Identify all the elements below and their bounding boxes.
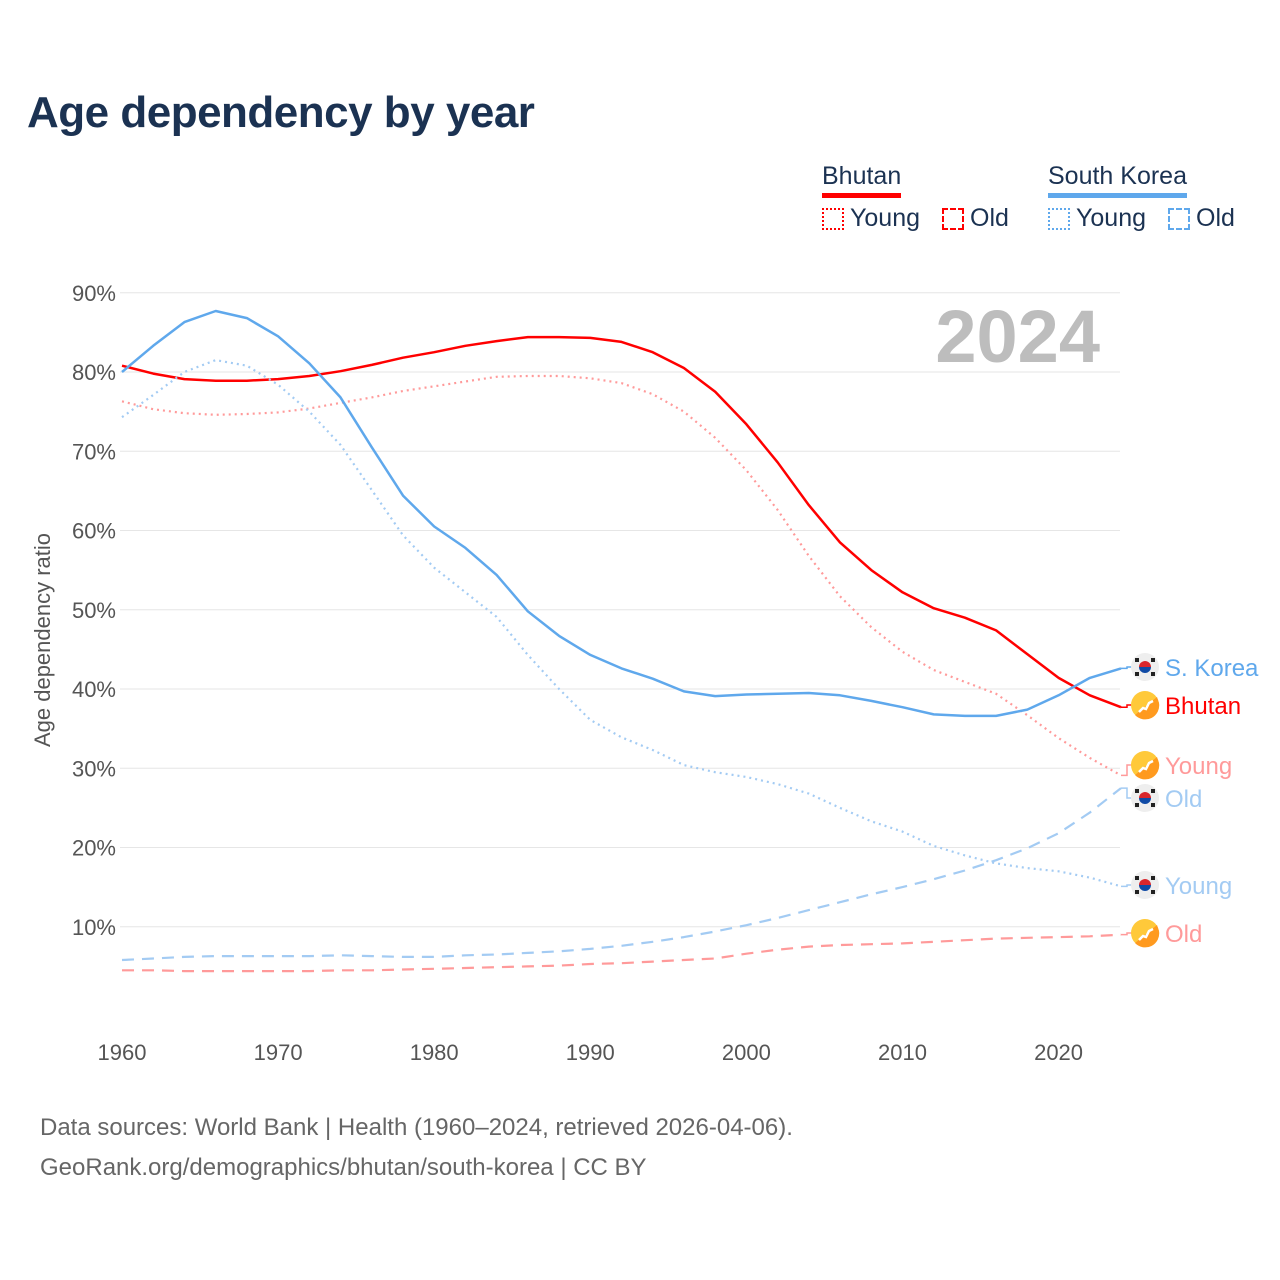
y-tick-label: 70% [72, 439, 116, 464]
korea-flag-icon [1131, 784, 1159, 812]
bhutan-flag-icon [1131, 919, 1160, 948]
dotted-swatch-icon [1048, 207, 1070, 230]
end-label: Old [1165, 786, 1202, 813]
flag-trigram [1151, 890, 1155, 894]
x-tick-label: 1970 [254, 1040, 303, 1065]
flag-blue [1139, 667, 1151, 673]
y-tick-label: 10% [72, 915, 116, 940]
end-label: S. Korea [1165, 655, 1259, 682]
legend-label: Old [970, 204, 1009, 232]
end-label: Young [1165, 753, 1232, 780]
flag-trigram [1151, 876, 1155, 880]
legend-korea-old[interactable]: Old [1168, 204, 1235, 233]
flag-dragon [1138, 759, 1154, 773]
year-watermark: 2024 [935, 295, 1100, 378]
bhutan-flag-icon [1131, 751, 1160, 780]
flag-trigram [1135, 876, 1139, 880]
flag-trigram [1135, 890, 1139, 894]
x-tick-label: 2010 [878, 1040, 927, 1065]
flag-dragon [1138, 699, 1154, 713]
end-label: Bhutan [1165, 693, 1241, 720]
series-line-south-korea [121, 309, 1122, 718]
y-tick-label: 80% [72, 360, 116, 385]
y-tick-label: 50% [72, 598, 116, 623]
label-connector [1121, 884, 1133, 888]
series-line-south-korea-young [121, 359, 1122, 888]
label-connector [1121, 704, 1133, 708]
end-label: Old [1165, 921, 1202, 948]
dotted-swatch-icon [822, 207, 844, 230]
y-tick-label: 30% [72, 756, 116, 781]
end-label: Young [1165, 873, 1232, 900]
flag-trigram [1151, 658, 1155, 662]
legend-bhutan-young[interactable]: Young [822, 204, 920, 233]
x-tick-label: 1990 [566, 1040, 615, 1065]
x-tick-label: 2000 [722, 1040, 771, 1065]
label-connector [1121, 666, 1133, 670]
flag-trigram [1151, 672, 1155, 676]
source-link[interactable]: GeoRank.org/demographics/bhutan/south-ko… [40, 1154, 647, 1181]
flag-trigram [1135, 803, 1139, 807]
flag-trigram [1135, 672, 1139, 676]
y-tick-label: 90% [72, 281, 116, 306]
dashed-swatch-icon [1168, 207, 1190, 230]
dashed-swatch-icon [942, 207, 964, 230]
flag-red [1139, 792, 1151, 798]
series-line-bhutan-young [121, 374, 1122, 777]
legend-label: Young [1076, 204, 1146, 232]
korea-flag-icon [1131, 653, 1159, 681]
flag-trigram [1135, 789, 1139, 793]
data-sources: Data sources: World Bank | Health (1960–… [40, 1114, 793, 1141]
flag-red [1139, 879, 1151, 885]
bhutan-flag-icon [1131, 691, 1160, 720]
x-tick-label: 1960 [98, 1040, 147, 1065]
legend-bhutan-old[interactable]: Old [942, 204, 1009, 233]
label-connector [1121, 764, 1133, 777]
chart-title: Age dependency by year [27, 88, 535, 137]
y-tick-label: 20% [72, 836, 116, 861]
legend-label: Young [850, 204, 920, 232]
x-tick-label: 2020 [1034, 1040, 1083, 1065]
flag-trigram [1151, 789, 1155, 793]
footer: Data sources: World Bank | Health (1960–… [40, 1108, 793, 1188]
flag-red [1139, 661, 1151, 667]
x-tick-label: 1980 [410, 1040, 459, 1065]
series-line-bhutan-old [122, 933, 1122, 973]
legend-south-korea[interactable]: South Korea [1048, 162, 1187, 198]
label-connector [1121, 787, 1133, 799]
legend-korea-young[interactable]: Young [1048, 204, 1146, 233]
flag-blue [1139, 885, 1151, 891]
flag-blue [1139, 798, 1151, 804]
series-line-south-korea-old [121, 787, 1122, 962]
y-axis-label: Age dependency ratio [30, 533, 55, 747]
flag-dragon [1138, 927, 1154, 941]
label-connector [1121, 932, 1133, 936]
series-line-bhutan [121, 335, 1122, 709]
legend-label: Old [1196, 204, 1235, 232]
flag-trigram [1151, 803, 1155, 807]
legend-bhutan[interactable]: Bhutan [822, 162, 902, 198]
y-tick-label: 40% [72, 677, 116, 702]
flag-trigram [1135, 658, 1139, 662]
korea-flag-icon [1131, 871, 1159, 899]
y-tick-label: 60% [72, 519, 116, 544]
